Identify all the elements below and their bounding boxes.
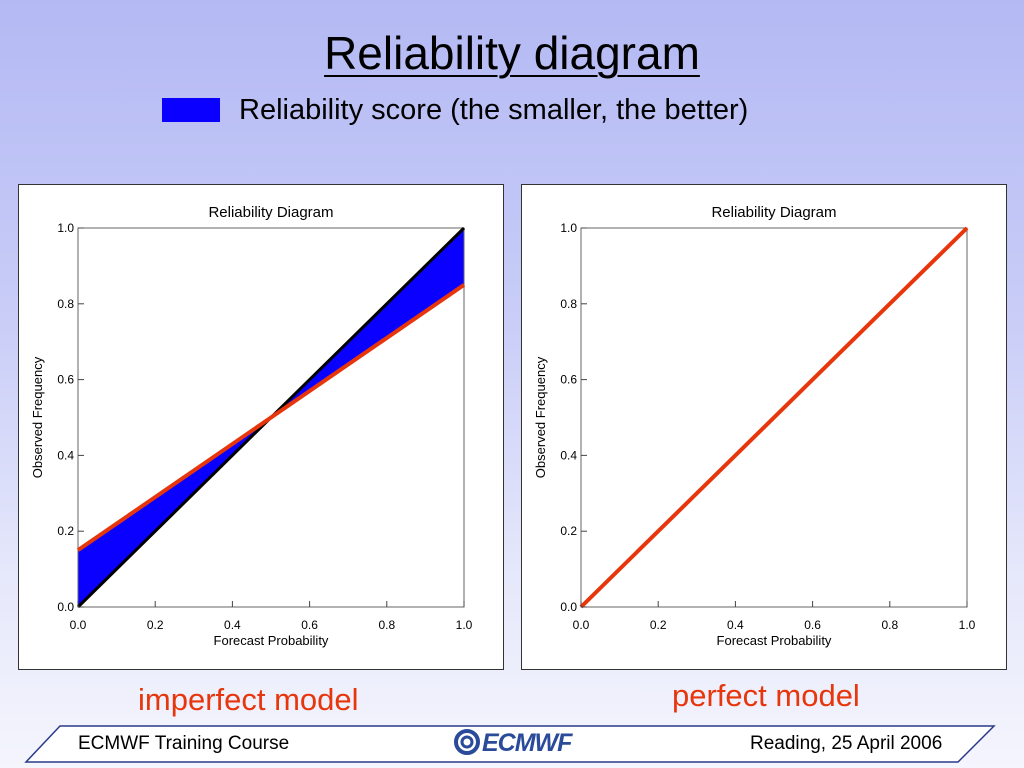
footer-banner-shape [24, 725, 996, 763]
reliability-chart-imperfect: Reliability Diagram 0.0 0.2 0.4 0.6 0.8 1.0 0.0… [30, 204, 473, 648]
x-tick-label: 0.4 [224, 618, 241, 632]
footer-bar: ECMWF Training Course ECMWF Reading, 25 … [0, 722, 1024, 768]
chart-panel-imperfect: Reliability Diagram 0.0 0.2 0.4 0.6 0.8 1.0 0.0… [18, 184, 504, 670]
chart-title: Reliability Diagram [711, 204, 836, 221]
chart-panel-perfect: Reliability Diagram 0.0 0.2 0.4 0.6 0.8 1.0 0.0… [521, 184, 1007, 670]
y-tick-label: 0.2 [57, 524, 74, 538]
chart-title: Reliability Diagram [208, 204, 333, 221]
ecmwf-logo-text: ECMWF [482, 729, 572, 757]
y-tick-label: 0.4 [560, 448, 577, 462]
model-reliability-line [76, 283, 466, 552]
y-axis-label: Observed Frequency [30, 356, 45, 478]
x-tick-label: 0.2 [147, 618, 164, 632]
x-tick-label: 0.6 [804, 618, 821, 632]
plot-frame [77, 227, 465, 608]
plot-frame [580, 227, 968, 608]
y-tick-label: 0.8 [560, 297, 577, 311]
footer-date: Reading, 25 April 2006 [750, 733, 943, 754]
y-tick-label: 0.2 [560, 524, 577, 538]
x-tick-label: 0.4 [727, 618, 744, 632]
y-tick-label: 0.6 [560, 373, 577, 387]
y-tick-label: 1.0 [560, 221, 577, 235]
x-tick-label: 0.2 [650, 618, 667, 632]
y-axis-label: Observed Frequency [533, 356, 548, 478]
y-tick-label: 0.8 [57, 297, 74, 311]
x-tick-label: 1.0 [959, 618, 976, 632]
legend-swatch [162, 98, 220, 122]
y-tick-label: 1.0 [57, 221, 74, 235]
caption-imperfect-model: imperfect model [138, 682, 359, 717]
x-tick-label: 0.8 [378, 618, 395, 632]
footer-course: ECMWF Training Course [78, 733, 290, 754]
legend-label: Reliability score (the smaller, the bett… [239, 94, 749, 126]
model-reliability-line [579, 226, 969, 609]
y-tick-label: 0.6 [57, 373, 74, 387]
y-tick-label: 0.0 [560, 600, 577, 614]
x-tick-label: 1.0 [456, 618, 473, 632]
caption-perfect-model: perfect model [672, 678, 860, 713]
x-tick-label: 0.0 [70, 618, 87, 632]
x-axis-label: Forecast Probability [214, 633, 329, 648]
x-axis-label: Forecast Probability [717, 633, 832, 648]
x-tick-label: 0.8 [881, 618, 898, 632]
y-tick-label: 0.0 [57, 600, 74, 614]
ecmwf-logo-mark-icon [454, 729, 480, 755]
x-tick-label: 0.6 [301, 618, 318, 632]
reliability-chart-perfect: Reliability Diagram 0.0 0.2 0.4 0.6 0.8 1.0 0.0… [533, 204, 976, 648]
x-tick-label: 0.0 [573, 618, 590, 632]
slide-title: Reliability diagram [324, 27, 700, 79]
y-tick-label: 0.4 [57, 448, 74, 462]
